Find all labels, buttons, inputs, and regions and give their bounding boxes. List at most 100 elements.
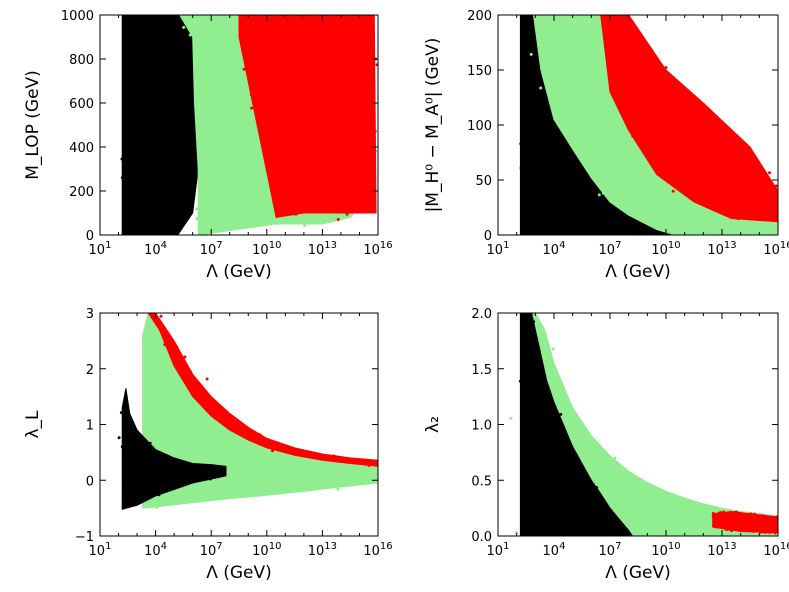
data-point [323, 24, 327, 28]
data-point [751, 517, 755, 521]
data-point [212, 163, 216, 167]
data-point [515, 531, 518, 534]
data-point [161, 73, 165, 77]
data-point [554, 485, 558, 489]
data-point [347, 129, 350, 133]
data-point [312, 89, 316, 92]
data-point [288, 41, 292, 45]
data-point [764, 217, 768, 221]
data-point [550, 209, 554, 212]
data-point [276, 48, 280, 52]
data-point [653, 500, 657, 504]
x-tick-label: 1013 [707, 240, 736, 258]
data-point [165, 230, 169, 234]
data-point [532, 116, 536, 119]
data-point [618, 34, 622, 38]
data-point [680, 505, 684, 509]
data-point [535, 506, 539, 510]
data-point [616, 88, 620, 92]
data-point [166, 103, 170, 107]
data-point [298, 166, 302, 170]
data-point [139, 212, 143, 216]
data-point [236, 67, 240, 71]
data-point [179, 220, 183, 224]
data-point [705, 128, 709, 132]
data-point [188, 410, 192, 414]
data-point [297, 79, 301, 83]
x-tick-label: 104 [543, 541, 566, 559]
data-point [597, 80, 601, 84]
data-point [122, 460, 126, 463]
series-red-region [238, 15, 378, 221]
data-point [284, 62, 288, 66]
data-point [157, 131, 161, 135]
x-axis-label: Λ (GeV) [605, 262, 671, 282]
data-point [171, 132, 174, 136]
data-point [249, 52, 253, 55]
data-point [711, 132, 715, 136]
data-point [772, 216, 776, 220]
data-point [173, 181, 177, 185]
data-point [622, 229, 625, 233]
data-point [370, 20, 374, 24]
data-point [180, 79, 184, 83]
data-point [772, 520, 776, 524]
data-point [287, 27, 291, 31]
data-point [644, 63, 648, 66]
data-point [613, 460, 617, 464]
data-point [525, 145, 529, 149]
data-point [751, 525, 755, 529]
data-point [765, 520, 769, 523]
data-point [526, 528, 530, 531]
data-point [342, 102, 346, 106]
x-tick-label: 101 [89, 541, 112, 559]
data-point [261, 120, 265, 124]
data-point [535, 94, 539, 98]
data-point [537, 195, 541, 199]
data-point [567, 148, 571, 152]
data-point [290, 197, 294, 201]
data-point [751, 213, 754, 217]
data-point [544, 462, 548, 466]
data-point [189, 370, 193, 374]
data-point [183, 182, 187, 186]
data-point [330, 61, 334, 65]
data-point [136, 102, 140, 105]
data-point [547, 367, 551, 371]
data-point [624, 95, 628, 99]
data-point [124, 453, 128, 457]
series-red-region [147, 313, 378, 467]
data-point [218, 221, 222, 225]
data-point [564, 412, 568, 416]
data-point [265, 490, 269, 494]
data-point [272, 152, 276, 156]
data-point [167, 192, 171, 196]
data-point [303, 87, 307, 91]
data-point [524, 75, 528, 79]
data-point [621, 55, 625, 59]
data-point [257, 68, 261, 72]
data-point [352, 146, 356, 150]
data-point [181, 49, 185, 53]
data-point [133, 219, 137, 223]
data-point [120, 445, 124, 449]
data-point [573, 66, 577, 70]
data-point [217, 427, 221, 431]
data-point [658, 129, 661, 133]
data-point [745, 516, 749, 520]
y-tick-label: 0 [86, 474, 94, 489]
data-point [338, 166, 342, 170]
data-point [544, 484, 548, 488]
data-point [719, 524, 723, 528]
data-point [601, 498, 605, 502]
x-tick-label: 107 [200, 541, 223, 559]
data-point [250, 106, 254, 110]
data-point [759, 519, 763, 523]
data-point [724, 518, 728, 522]
data-point [642, 172, 646, 176]
data-point [556, 511, 559, 515]
data-point [646, 79, 650, 83]
data-point [567, 416, 571, 420]
data-point [171, 142, 175, 146]
data-point [221, 92, 225, 96]
